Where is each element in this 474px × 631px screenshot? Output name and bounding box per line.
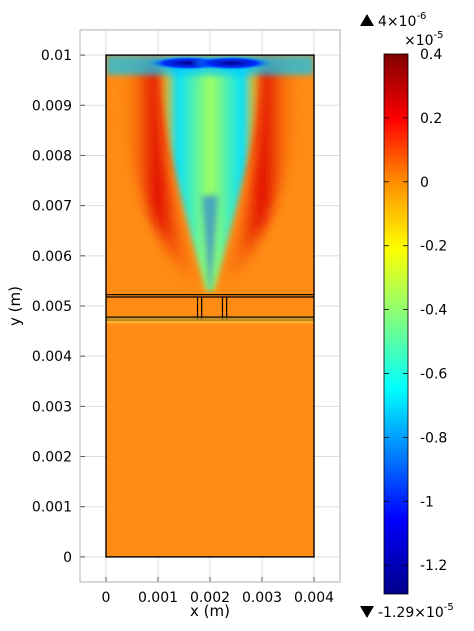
colorbar-max-label: 4×10-6	[378, 11, 426, 30]
colorbar-tick-label: -0.8	[420, 430, 447, 446]
y-tick-label: 0.002	[32, 450, 72, 466]
colorbar: 0.4 0.2 0 -0.2 -0.4 -0.6 -0.8 -1 -1.2 4×10-6 ×10…	[360, 11, 454, 621]
y-tick-label: 0	[63, 550, 72, 566]
central-beam	[158, 60, 262, 291]
focused-lobe-left	[117, 60, 205, 291]
x-tick-label: 0.002	[190, 590, 230, 606]
x-tick-label: 0.003	[242, 590, 282, 606]
x-tick-label: 0.001	[138, 590, 178, 606]
colorbar-tick-label: 0.2	[420, 111, 442, 127]
interface-fringe	[106, 317, 314, 324]
y-tick-label: 0.007	[32, 199, 72, 215]
colorbar-tick-label: -1.2	[420, 558, 447, 574]
y-axis: 0 0.001 0.002 0.003 0.004 0.005 0.006 0.007 0.00…	[32, 48, 85, 566]
y-axis-label: y (m)	[6, 286, 24, 326]
x-tick-label: 0.004	[294, 590, 334, 606]
colorbar-tick-label: -1	[420, 494, 434, 510]
colorbar-gradient	[383, 53, 409, 595]
colorbar-ticks: 0.4 0.2 0 -0.2 -0.4 -0.6 -0.8 -1 -1.2	[384, 47, 447, 574]
y-tick-label: 0.005	[32, 299, 72, 315]
colorbar-tick-label: 0	[420, 175, 429, 191]
colorbar-tick-label: 0.4	[420, 47, 442, 63]
plot-frame	[79, 29, 341, 583]
colorbar-tick-label: -0.6	[420, 367, 447, 383]
y-tick-label: 0.001	[32, 500, 72, 516]
y-tick-label: 0.003	[32, 399, 72, 415]
max-triangle-icon	[360, 14, 374, 26]
colorbar-scale-label: ×10-5	[404, 30, 444, 49]
y-tick-label: 0.004	[32, 349, 72, 365]
x-axis: 0 0.001 0.002 0.003 0.004	[102, 577, 334, 606]
min-triangle-icon	[360, 606, 374, 618]
y-tick-label: 0.006	[32, 249, 72, 265]
layer-boundaries	[106, 294, 314, 324]
x-axis-label: x (m)	[190, 602, 230, 620]
x-tick-label: 0	[102, 590, 111, 606]
central-beam-core	[202, 195, 218, 291]
top-minimum-right	[190, 56, 274, 71]
colorbar-min-label: -1.29×10-5	[378, 602, 454, 621]
focused-lobe-right	[215, 60, 303, 291]
y-tick-label: 0.009	[32, 98, 72, 114]
y-tick-label: 0.008	[32, 148, 72, 164]
colorbar-tick-label: -0.4	[420, 303, 447, 319]
field-map	[105, 54, 315, 558]
domain-border	[105, 54, 315, 558]
colorbar-tick-label: -0.2	[420, 239, 447, 255]
y-tick-label: 0.01	[41, 48, 72, 64]
